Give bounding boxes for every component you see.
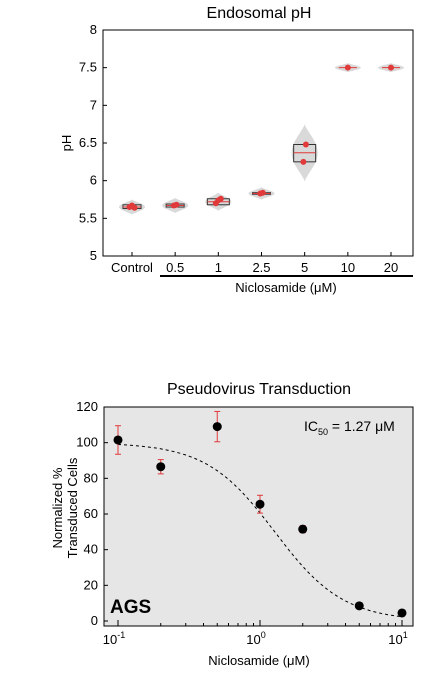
chart2-x-ticks: 10-1 100 101 [103, 620, 408, 647]
x-tick-label: Control [111, 260, 153, 275]
x-tick-label: 2.5 [252, 260, 270, 275]
chart1-y-axis-label: pH [59, 135, 74, 152]
chart2-y-axis-label-line2: Transduced Cells [65, 457, 80, 558]
chart2-title: Pseudovirus Transduction [167, 381, 351, 398]
chart2-plot-frame [103, 406, 414, 627]
ic50-subscript: 50 [318, 427, 328, 437]
y-tick-label: 40 [84, 542, 98, 557]
data-point-Control [131, 204, 138, 211]
data-point-10 [344, 64, 351, 71]
chart2-y-axis-label-line1: Normalized % [50, 467, 65, 548]
data-point [113, 435, 123, 445]
chart1-title: Endosomal pH [207, 5, 312, 22]
y-tick-label: 7.5 [79, 60, 97, 75]
data-point-2.5 [259, 189, 266, 196]
x-tick-label: 5 [301, 260, 308, 275]
y-tick-label: 6.5 [79, 135, 97, 150]
chart1-y-ticks: 5 5.5 6 6.5 7 7.5 8 [79, 22, 107, 263]
x-tick-base: 10 [246, 632, 260, 647]
chart2-x-axis-label: Niclosamide (μM) [208, 653, 309, 668]
data-point [354, 601, 364, 611]
x-tick-label: 0.5 [166, 260, 184, 275]
endosomal-ph-chart: Endosomal pH 5 5.5 6 6.5 7 7.5 8 Control 0.5 1 2.… [59, 5, 414, 295]
y-tick-label: 0 [91, 613, 98, 628]
x-tick-exponent: 0 [261, 630, 266, 640]
data-point-0.5 [173, 201, 180, 208]
y-tick-label: 60 [84, 506, 98, 521]
data-point [212, 422, 222, 432]
data-point [255, 499, 265, 509]
data-point [397, 608, 407, 618]
x-tick-label: 1 [215, 260, 222, 275]
chart2-plot-background [104, 407, 413, 626]
y-tick-label: 120 [76, 399, 98, 414]
x-tick-exponent: 1 [403, 630, 408, 640]
x-tick-label: 101 [388, 630, 407, 647]
y-tick-label: 5 [90, 248, 97, 263]
y-tick-label: 5.5 [79, 210, 97, 225]
ic50-value: = 1.27 μM [328, 418, 395, 434]
x-tick-base: 10 [103, 632, 117, 647]
data-point [156, 462, 166, 472]
chart2-y-ticks: 0 20 40 60 80 100 120 [76, 399, 108, 628]
x-tick-label: 10-1 [103, 630, 125, 647]
chart2-points [113, 410, 407, 618]
y-tick-label: 20 [84, 577, 98, 592]
x-tick-exponent: -1 [117, 630, 125, 640]
y-tick-label: 8 [90, 22, 97, 37]
y-tick-label: 80 [84, 470, 98, 485]
ic50-annotation: IC50 = 1.27 μM [304, 418, 395, 437]
chart1-x-ticks: Control 0.5 1 2.5 5 10 20 [111, 252, 398, 275]
niclosamide-group-label: Niclosamide (μM) [235, 280, 336, 295]
data-point-20 [388, 64, 394, 71]
data-point [298, 524, 308, 534]
x-tick-label: 20 [384, 260, 398, 275]
x-tick-base: 10 [388, 632, 402, 647]
x-tick-label: 100 [246, 630, 265, 647]
y-tick-label: 100 [76, 435, 98, 450]
x-tick-label: 10 [341, 260, 355, 275]
data-point-5 [302, 141, 309, 148]
y-tick-label: 7 [90, 97, 97, 112]
data-point-5 [300, 158, 307, 165]
data-point-1 [217, 195, 224, 202]
y-tick-label: 6 [90, 173, 97, 188]
chart1-violins [119, 63, 404, 215]
cell-line-label: AGS [110, 597, 151, 618]
ic50-prefix: IC [304, 418, 318, 434]
